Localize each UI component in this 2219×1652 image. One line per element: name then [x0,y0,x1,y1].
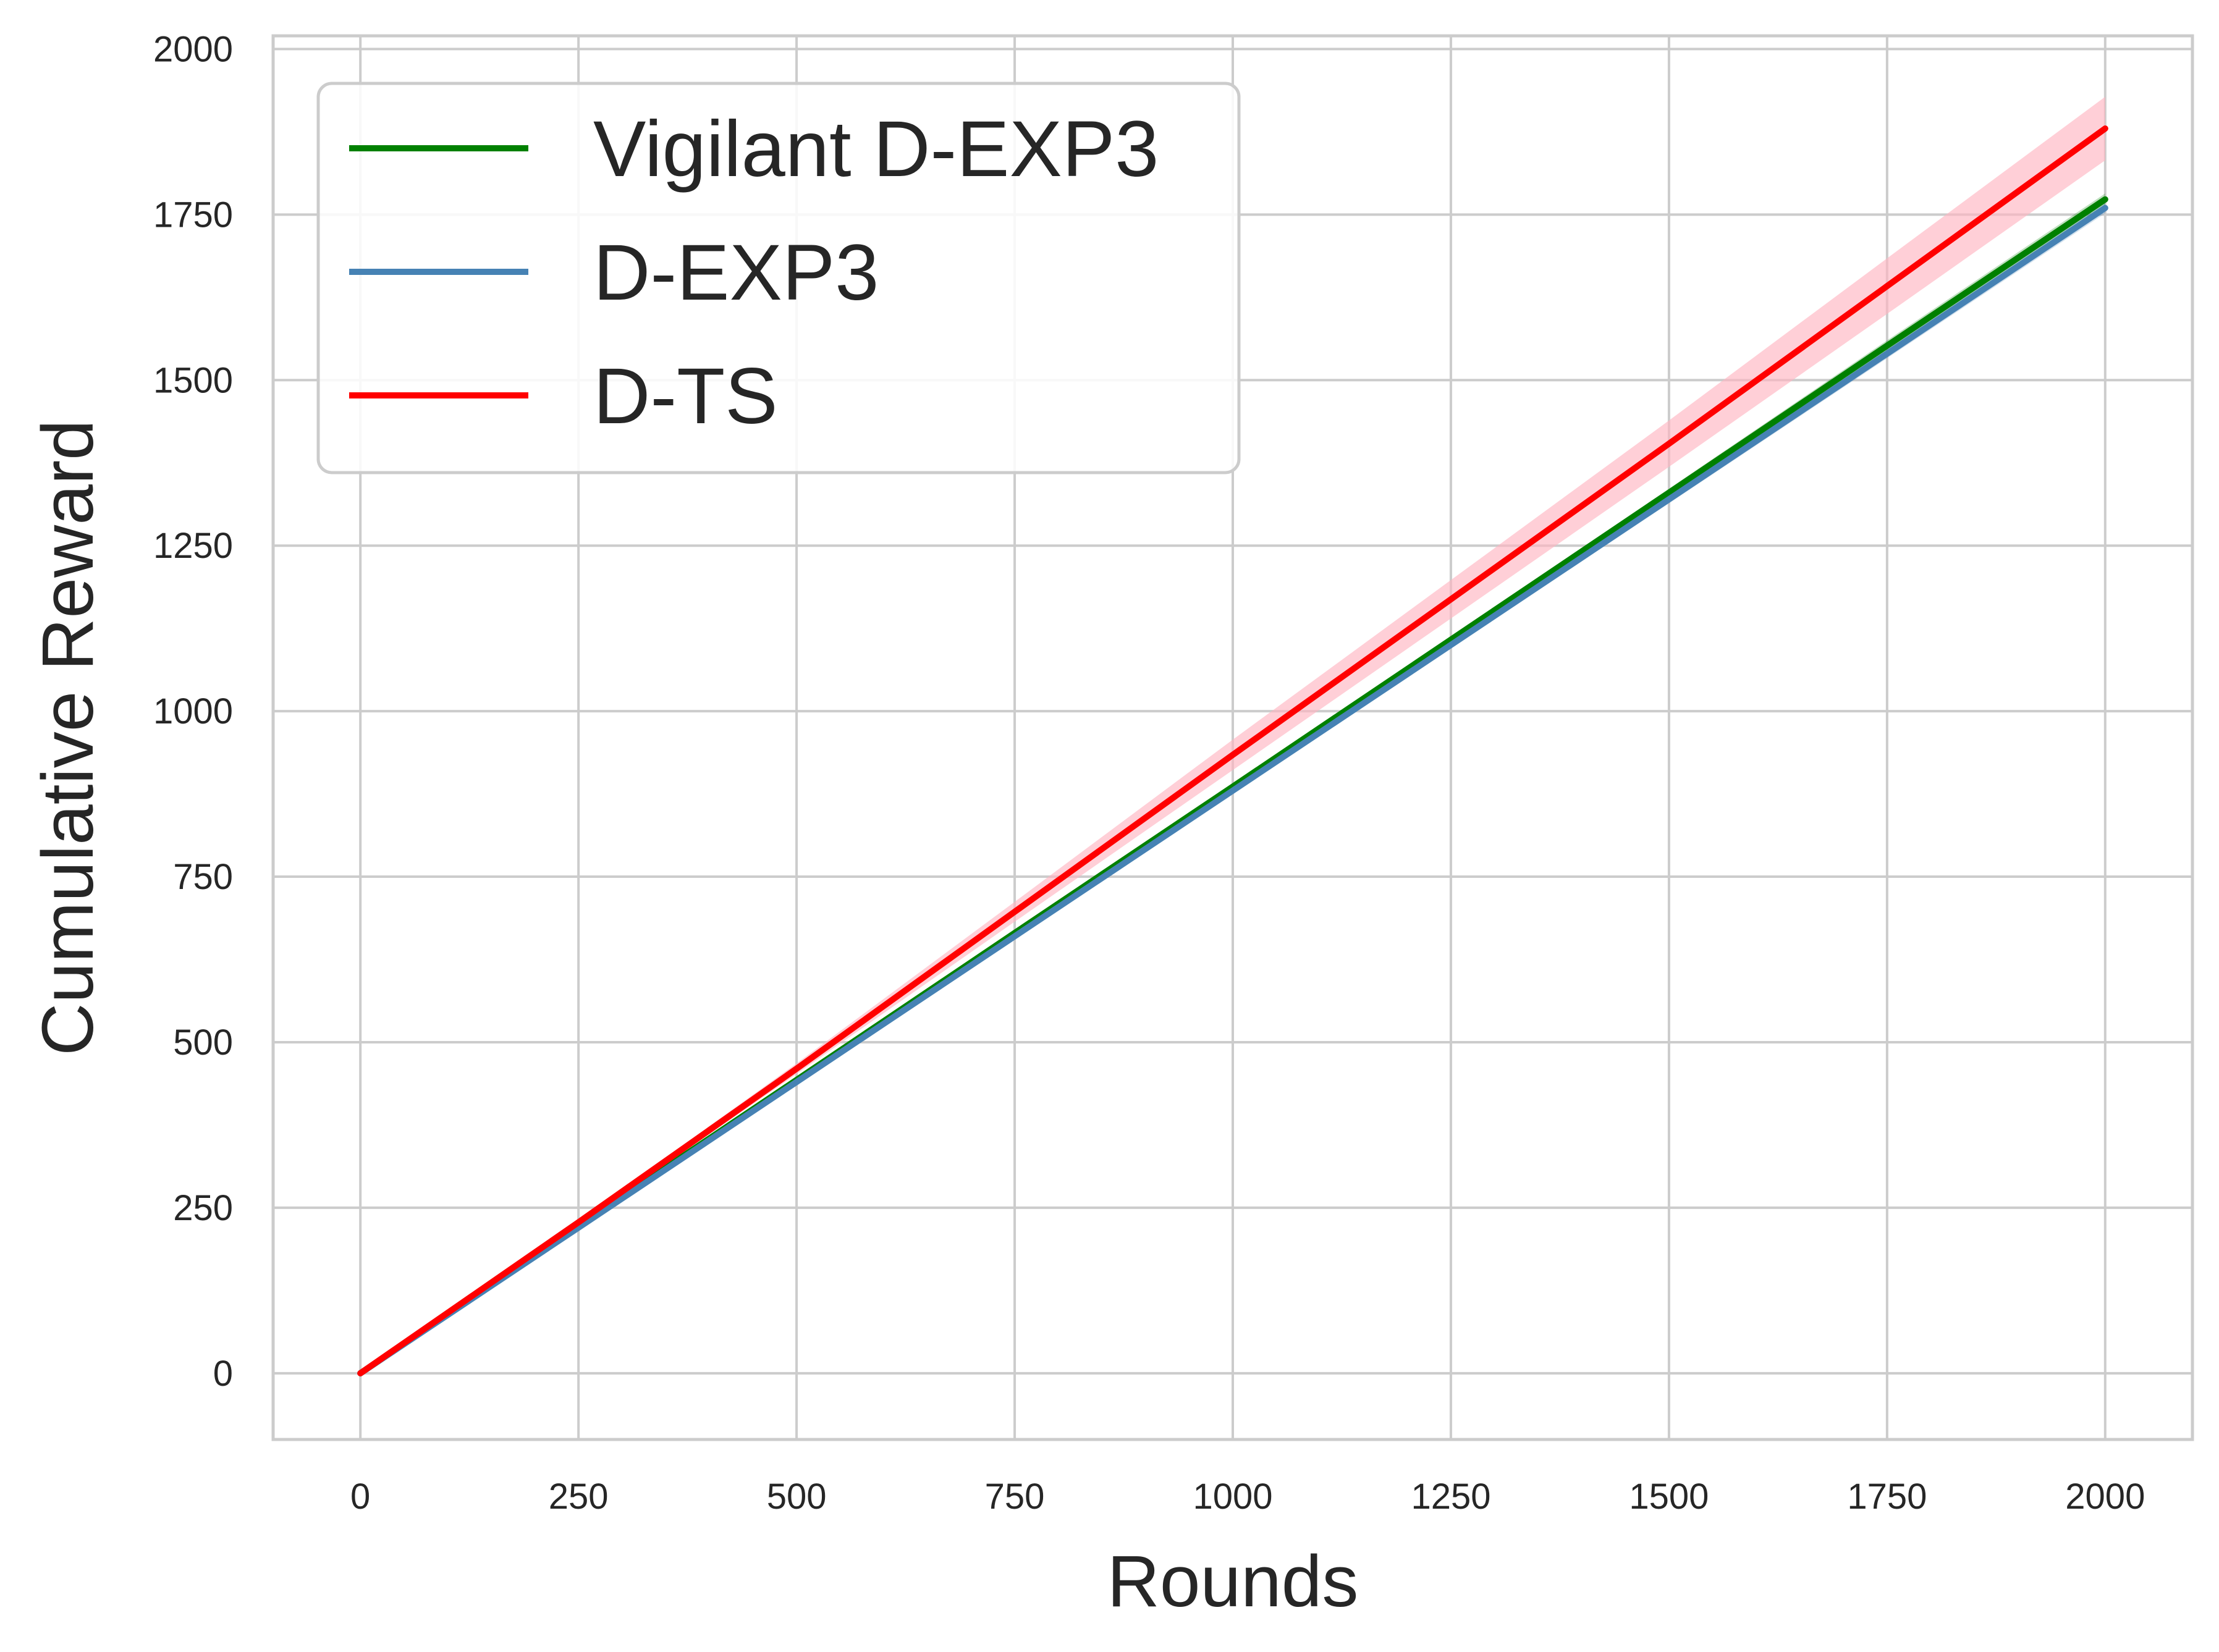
x-axis-label: Rounds [1107,1541,1359,1622]
x-tick-label: 0 [350,1477,370,1517]
y-tick-label: 2000 [153,29,233,69]
x-tick-label: 1250 [1411,1477,1490,1517]
x-tick-label: 1500 [1629,1477,1709,1517]
y-tick-label: 1250 [153,526,233,566]
y-axis-ticks: 0 250 500 750 1000 1250 1500 1750 2000 [153,29,233,1393]
x-tick-label: 2000 [2065,1477,2145,1517]
legend-label: D-EXP3 [593,229,879,317]
x-tick-label: 250 [549,1477,609,1517]
series-line [357,125,2108,1376]
y-tick-label: 1000 [153,691,233,731]
x-tick-label: 1750 [1847,1477,1927,1517]
y-tick-label: 1750 [153,195,233,235]
x-axis-ticks: 0 250 500 750 1000 1250 1500 1750 2000 [350,1477,2145,1517]
series-lines [357,125,2108,1376]
y-tick-label: 0 [213,1354,233,1394]
x-tick-label: 500 [767,1477,827,1517]
x-tick-label: 750 [985,1477,1045,1517]
legend-label: Vigilant D-EXP3 [593,105,1159,193]
y-axis-label: Cumulative Reward [27,419,109,1056]
y-tick-label: 1500 [153,360,233,400]
legend-label: D-TS [593,352,778,440]
y-tick-label: 750 [173,857,233,897]
plot-frame [271,34,2194,1441]
y-tick-label: 500 [173,1022,233,1063]
x-tick-label: 1000 [1193,1477,1272,1517]
y-tick-label: 250 [173,1188,233,1228]
plot-border [271,34,2194,1441]
series-line [357,204,2108,1376]
legend-box [316,82,1241,474]
legend: Vigilant D-EXP3 D-EXP3 D-TS [316,82,1241,474]
